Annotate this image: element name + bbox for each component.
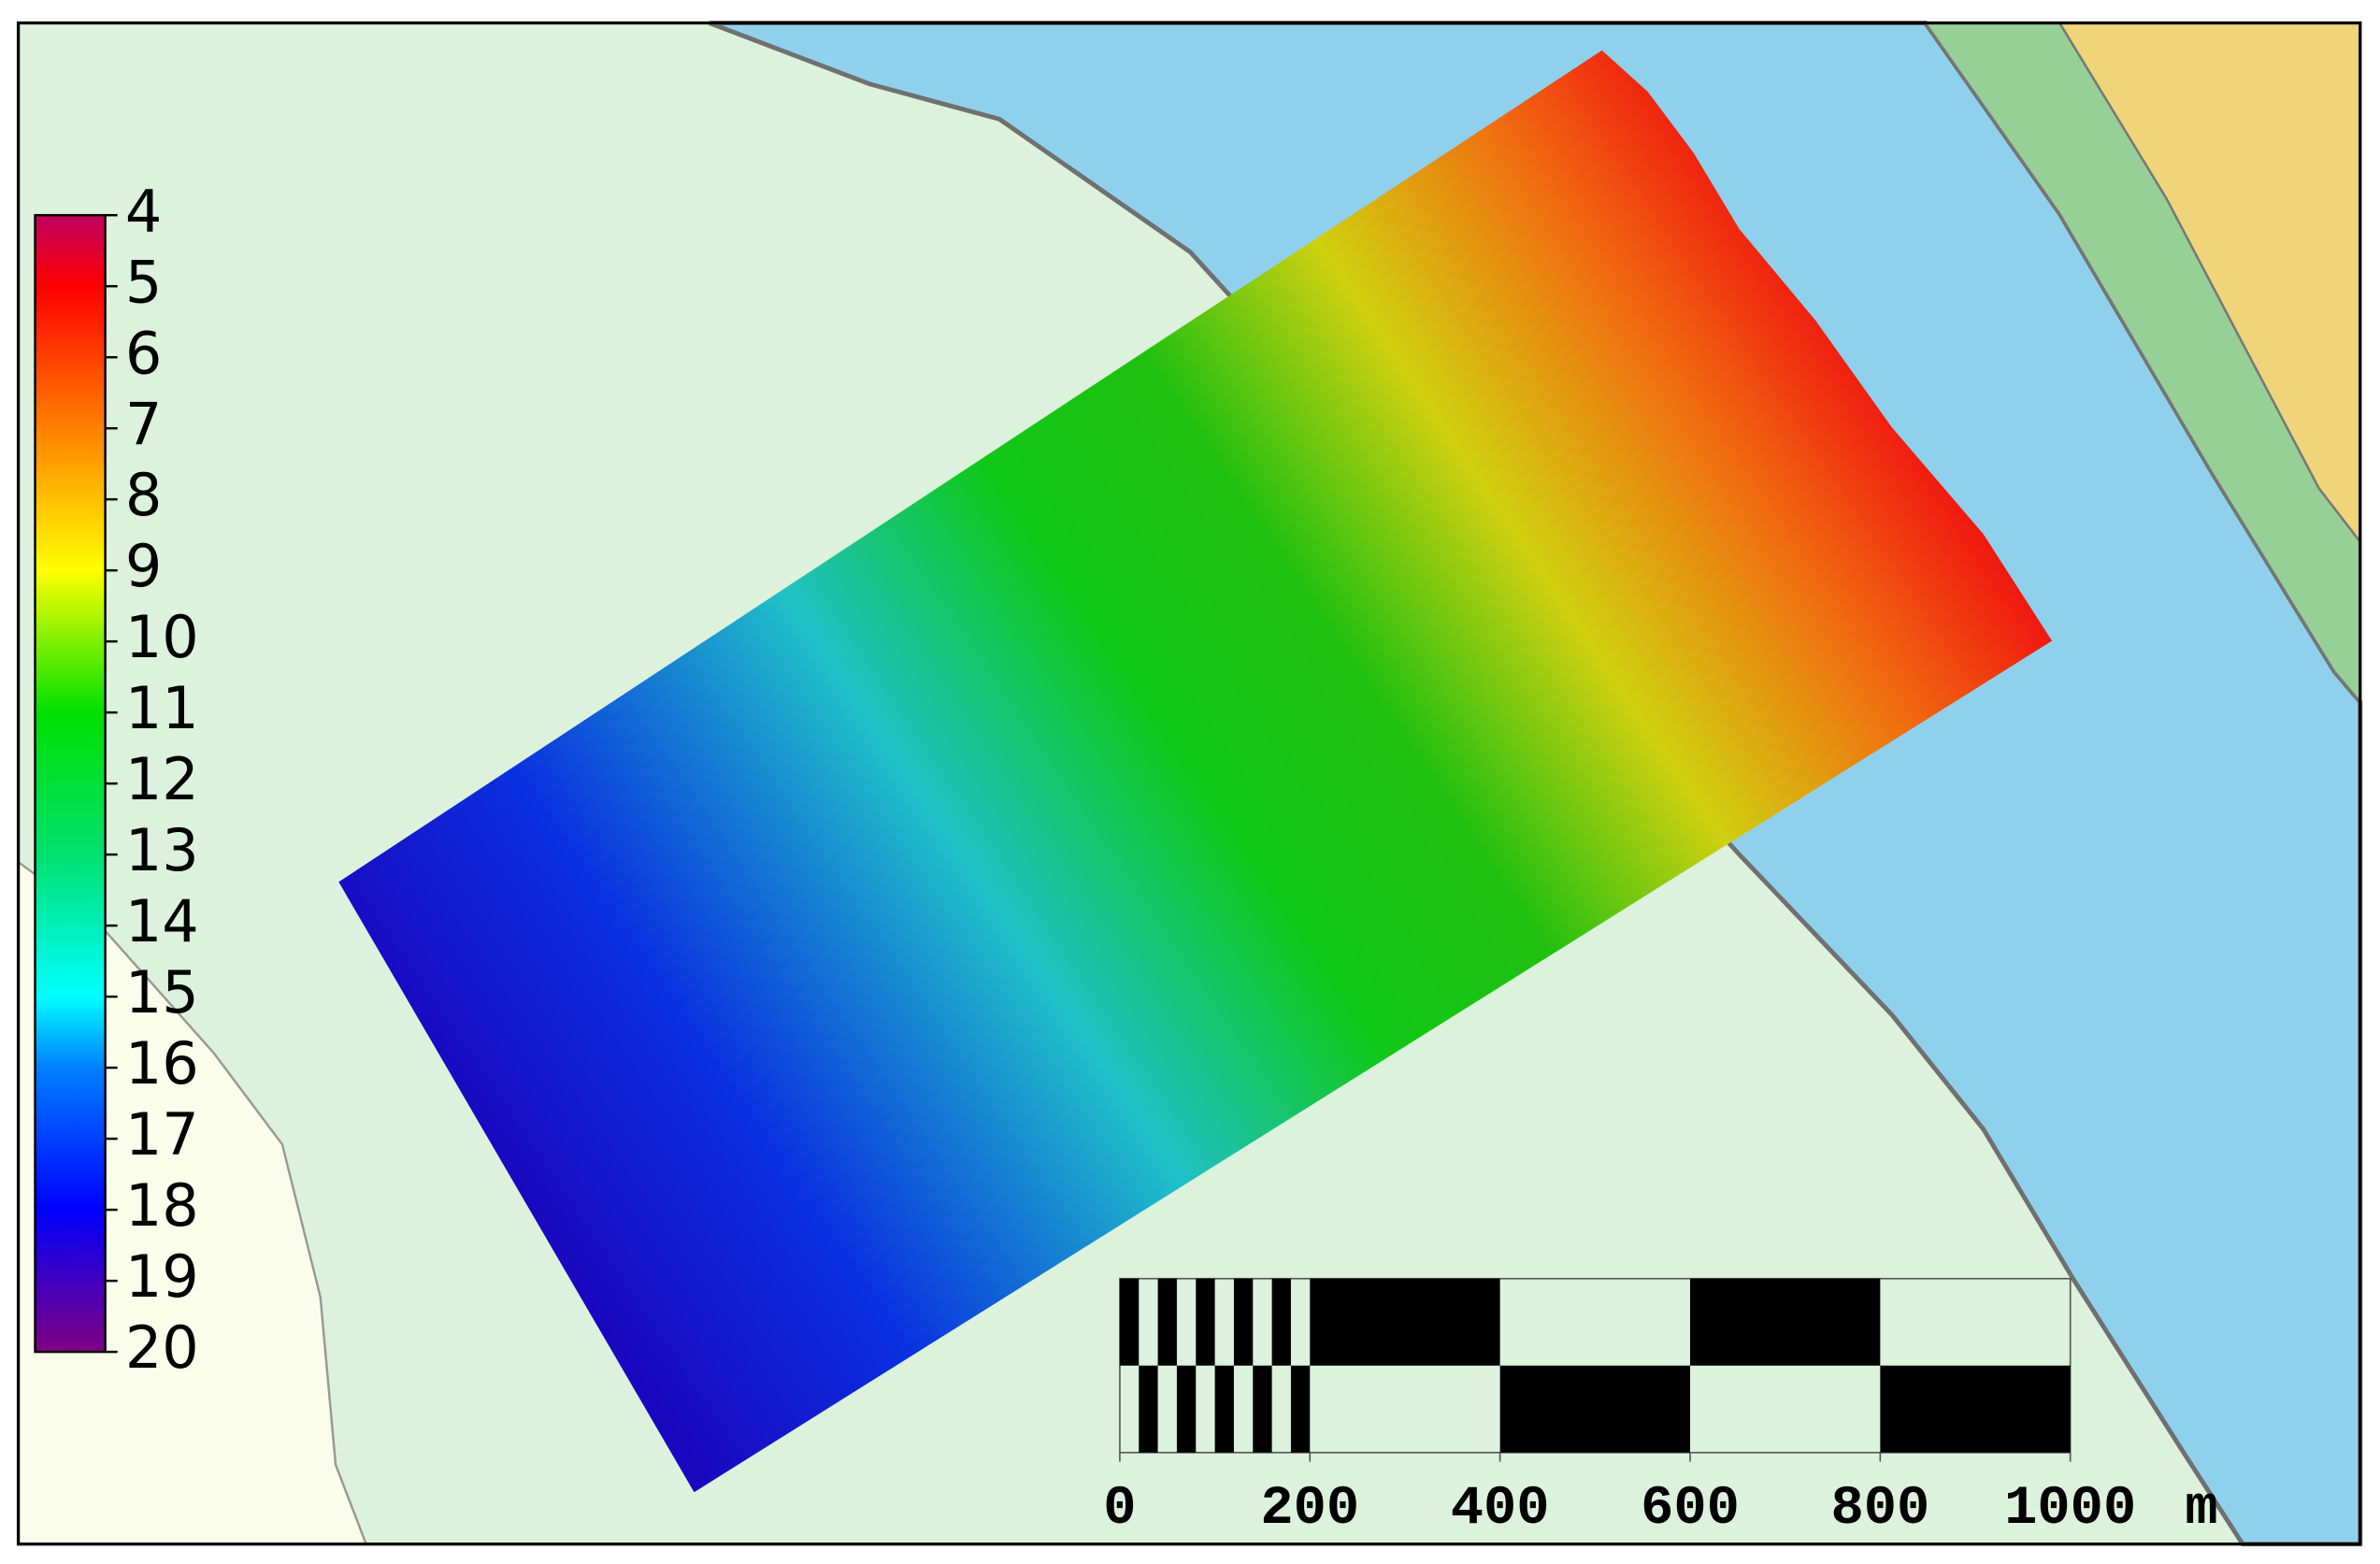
scale-bar-label: 400 [1451, 1477, 1550, 1540]
colorbar-label: 9 [125, 532, 162, 600]
colorbar-label: 5 [125, 248, 162, 316]
colorbar [34, 213, 107, 1354]
colorbar-label: 15 [125, 958, 199, 1026]
scale-bar-segment [1176, 1365, 1197, 1453]
colorbar-label: 17 [125, 1100, 199, 1169]
colorbar-label: 12 [125, 745, 199, 813]
colorbar-label: 8 [125, 461, 162, 529]
scale-bar-segment [1689, 1278, 1881, 1366]
colorbar-label: 19 [125, 1242, 199, 1311]
colorbar-label: 14 [125, 887, 199, 955]
scale-bar-label: 1000 [2004, 1477, 2136, 1540]
scale-bar-segment [1310, 1278, 1500, 1366]
scale-bar-segment [1139, 1365, 1158, 1453]
scale-bar-segment [1290, 1365, 1311, 1453]
scale-bar-segment [1880, 1365, 2071, 1453]
colorbar-label: 18 [125, 1171, 199, 1240]
scale-bar-segment [1271, 1278, 1291, 1366]
scale-bar-segment [1233, 1278, 1254, 1366]
scale-bar-label: 0 [1103, 1477, 1136, 1540]
frame [16, 21, 2362, 1546]
scale-bar-segment [1157, 1278, 1177, 1366]
colorbar-label: 20 [125, 1313, 199, 1382]
colorbar-label: 11 [125, 674, 199, 742]
scale-bar-segment [1119, 1278, 1140, 1366]
scale-bar-label: 600 [1641, 1477, 1740, 1540]
scale-bar-segment [1196, 1278, 1215, 1366]
colorbar-label: 13 [125, 816, 199, 884]
colorbar-label: 6 [125, 319, 162, 387]
scale-bar-unit: m [2185, 1477, 2217, 1540]
colorbar-label: 4 [125, 177, 162, 245]
colorbar-label: 16 [125, 1029, 199, 1098]
scale-bar-label: 800 [1830, 1477, 1929, 1540]
scale-bar-segment [1253, 1365, 1272, 1453]
scale-bar-segment [1499, 1365, 1690, 1453]
bathymetry-survey [338, 50, 2053, 1493]
colorbar-label: 7 [125, 390, 162, 458]
colorbar-label: 10 [125, 603, 199, 671]
scale-bar: 0 200 400 600 800 1000 m [1103, 1277, 2218, 1540]
scale-bar-label: 200 [1260, 1477, 1359, 1540]
scale-bar-segment [1214, 1365, 1234, 1453]
